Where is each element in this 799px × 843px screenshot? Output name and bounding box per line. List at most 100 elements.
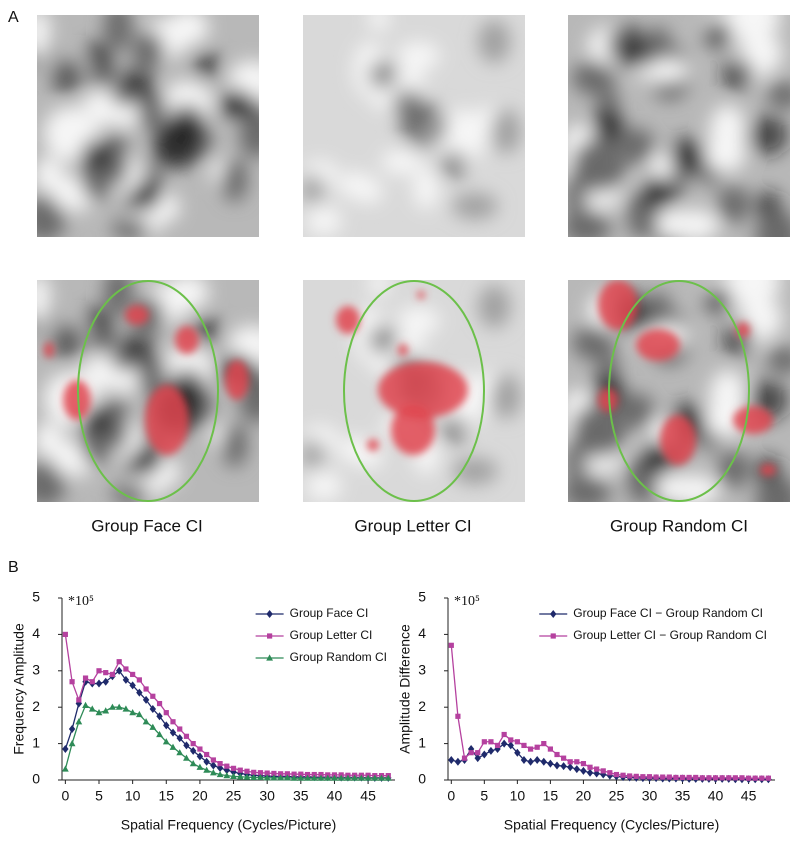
point xyxy=(298,771,304,777)
image-content xyxy=(303,15,525,237)
noise-blob xyxy=(397,42,440,70)
point xyxy=(500,739,508,748)
dark-blob xyxy=(670,137,706,173)
x-tick-label: 25 xyxy=(609,788,625,804)
point xyxy=(257,773,264,781)
noise-blob xyxy=(568,167,587,221)
dark-blob xyxy=(642,179,674,211)
noise-blob xyxy=(656,473,683,502)
point xyxy=(765,775,771,781)
red-blob xyxy=(367,439,379,451)
point xyxy=(283,774,291,781)
red-blob xyxy=(175,326,199,354)
dark-blob xyxy=(133,181,161,209)
noise-blob xyxy=(37,15,51,59)
point xyxy=(712,775,719,781)
annotation: *10⁵ xyxy=(454,594,480,609)
x-tick-label: 20 xyxy=(192,788,208,804)
point xyxy=(739,775,745,781)
point xyxy=(142,718,150,725)
point xyxy=(277,774,285,781)
noise-blob xyxy=(571,403,627,458)
noise-blob xyxy=(766,81,790,109)
point xyxy=(364,774,372,781)
point xyxy=(318,771,324,778)
point xyxy=(237,767,243,773)
noise-blob xyxy=(633,209,666,237)
noise-blob xyxy=(491,373,522,419)
dark-blob xyxy=(722,59,754,91)
point xyxy=(176,734,183,743)
point xyxy=(189,746,197,755)
point xyxy=(76,697,82,703)
noise-blob xyxy=(478,285,511,329)
x-tick-label: 35 xyxy=(293,788,309,804)
point xyxy=(89,679,95,685)
noise-blob xyxy=(491,108,522,154)
point xyxy=(573,765,581,774)
dark-blob xyxy=(49,57,85,93)
dark-blob xyxy=(439,151,467,179)
point xyxy=(613,771,620,778)
noise-blob xyxy=(703,134,746,173)
red-blob xyxy=(417,291,425,299)
legend: Group Face CI Group Letter CI Group Random… xyxy=(255,606,387,664)
noise-blob xyxy=(633,474,666,502)
point xyxy=(216,770,224,778)
significant-region xyxy=(598,280,776,476)
point xyxy=(324,774,332,781)
point xyxy=(752,775,758,781)
point xyxy=(270,774,278,781)
dark-blob xyxy=(704,21,732,49)
point xyxy=(679,774,686,781)
point xyxy=(123,666,129,672)
x-tick-label: 0 xyxy=(61,788,69,804)
noise-blob xyxy=(37,461,66,502)
point xyxy=(527,757,534,766)
noise-blob xyxy=(397,307,440,335)
y-tick-label: 5 xyxy=(32,589,40,605)
noise-blob xyxy=(478,20,511,64)
noise-blob xyxy=(167,280,209,311)
point xyxy=(122,705,130,712)
point xyxy=(162,738,170,745)
point xyxy=(82,675,89,681)
dark-blob xyxy=(119,67,155,103)
dark-blob xyxy=(193,51,221,79)
noise-image xyxy=(37,280,259,502)
point xyxy=(156,700,163,707)
point xyxy=(95,679,103,688)
point xyxy=(169,728,177,737)
point xyxy=(461,755,468,761)
point xyxy=(102,677,109,686)
noise-blob xyxy=(755,210,790,237)
red-blob xyxy=(760,464,776,476)
x-tick-label: 10 xyxy=(510,788,526,804)
point xyxy=(197,746,203,752)
x-tick-label: 30 xyxy=(259,788,275,804)
point xyxy=(236,773,244,780)
point xyxy=(183,754,190,761)
series-line xyxy=(450,645,769,779)
noise-blob xyxy=(37,280,51,324)
point xyxy=(627,773,633,779)
point xyxy=(520,755,528,764)
point xyxy=(149,723,157,730)
noise-blob xyxy=(766,346,790,374)
noise-blob xyxy=(717,185,751,224)
dark-blob xyxy=(439,416,467,444)
point xyxy=(304,774,311,781)
point xyxy=(88,705,96,712)
dark-blob xyxy=(754,191,782,219)
legend-marker xyxy=(550,610,557,618)
noise-blob xyxy=(571,326,614,360)
point xyxy=(210,757,216,763)
point xyxy=(726,775,732,781)
noise-blob xyxy=(568,432,587,486)
point xyxy=(115,703,123,710)
y-tick-label: 3 xyxy=(418,662,426,678)
point xyxy=(264,770,270,776)
point xyxy=(244,768,250,774)
point xyxy=(169,743,177,750)
